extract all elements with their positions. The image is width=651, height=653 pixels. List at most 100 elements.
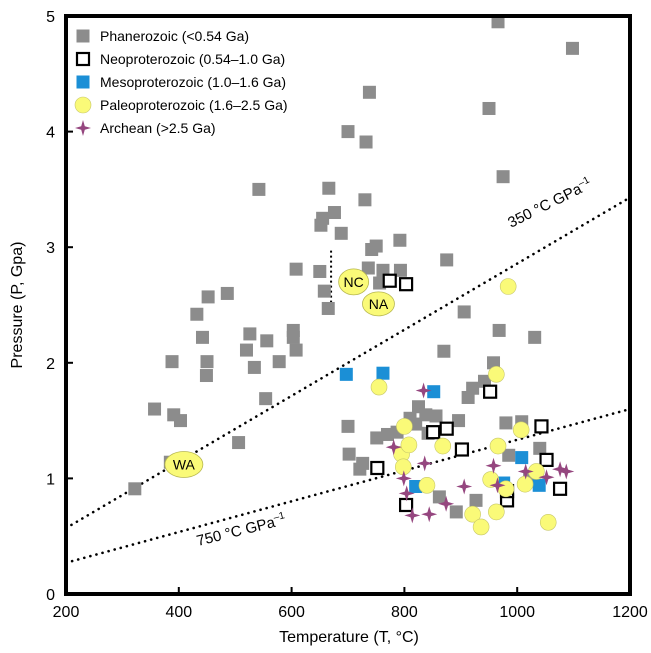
data-point [539,514,557,531]
data-point [440,253,454,267]
data-point [317,284,331,298]
region-label: NC [344,274,364,290]
data-point [499,416,513,430]
data-point [395,470,412,487]
data-point [339,367,353,381]
data-point [243,327,257,341]
legend-label: Mesoproterozoic (1.0–1.6 Ga) [100,74,286,90]
axes: 200 400 600 800 1000 1200 0 1 2 3 4 5 [46,9,648,621]
data-point [464,505,481,523]
data-point [200,355,214,369]
data-point [466,381,480,395]
reference-line-1 [64,196,632,530]
y-tick-label: 1 [46,471,55,488]
data-point [512,421,530,439]
data-point [454,442,470,457]
legend-label: Paleoproterozoic (1.6–2.5 Ga) [100,97,288,113]
data-point [316,211,330,225]
data-point [289,343,303,357]
data-point [419,408,433,422]
x-tick-label: 1200 [612,604,648,621]
data-point [247,360,261,374]
data-point [488,366,505,383]
y-tick-label: 2 [46,356,55,373]
legend: Phanerozoic (<0.54 Ga) Neoproterozoic (0.… [74,28,288,136]
legend-marker [76,29,90,43]
data-point [429,409,443,423]
region-labels: WA NC NA [164,268,395,478]
data-point [434,437,452,455]
data-point [472,518,490,536]
data-point [289,262,303,276]
data-point [482,471,499,488]
region-badge [164,451,204,478]
series-3 [339,366,546,493]
data-point [416,455,433,472]
data-point [539,452,554,468]
data-point [552,461,569,478]
data-point [393,233,407,247]
data-point [528,330,542,344]
x-tick-label: 200 [53,604,80,621]
data-point [362,85,376,99]
data-point [421,506,438,523]
data-point [456,478,473,495]
legend-label: Neoproterozoic (0.54–1.0 Ga) [100,51,285,67]
data-point [482,101,496,115]
data-point [469,493,483,507]
data-point [517,463,534,480]
series-4 [370,278,557,536]
x-tick-label: 400 [165,604,192,621]
data-point [252,182,266,196]
data-point [538,469,555,486]
data-point [565,41,579,55]
data-point [398,485,415,502]
data-point [239,343,253,357]
data-point [415,382,432,399]
legend-marker [76,75,90,89]
data-point [201,290,215,304]
data-point [398,497,414,513]
region-badge [338,268,370,296]
data-point [369,239,383,253]
data-point [327,206,341,220]
data-point [376,263,390,277]
legend-label: Archean (>2.5 Ga) [100,120,216,136]
data-point [426,425,441,440]
data-point [173,414,187,428]
data-point [396,418,413,435]
data-point [165,355,179,369]
data-point [356,456,370,470]
data-point [220,286,234,300]
legend-marker [74,96,92,114]
reference-line-label-1: 350 °C GPa–1 [505,175,595,232]
data-point [370,431,384,445]
legend-marker [75,51,91,67]
data-point [313,264,327,278]
region-label: WA [173,457,196,473]
legend-label: Phanerozoic (<0.54 Ga) [100,28,249,44]
data-point [438,495,455,512]
data-point [400,436,418,454]
x-tick-label: 600 [278,604,305,621]
data-point [452,414,466,428]
data-point [499,278,517,295]
data-point [558,463,575,480]
data-point [385,439,402,456]
data-point [195,330,209,344]
legend-marker [75,120,91,136]
data-point [515,451,529,465]
data-point [552,481,568,496]
data-point [341,419,355,433]
data-point [404,507,421,524]
y-axis-label: Pressure (P, Gpa) [9,242,26,369]
series-1 [128,15,579,519]
data-point [341,125,355,139]
data-point [457,305,471,319]
data-point [427,385,441,399]
series-5 [385,382,575,524]
data-point [532,478,546,492]
data-point [128,482,142,496]
data-point [382,273,397,288]
